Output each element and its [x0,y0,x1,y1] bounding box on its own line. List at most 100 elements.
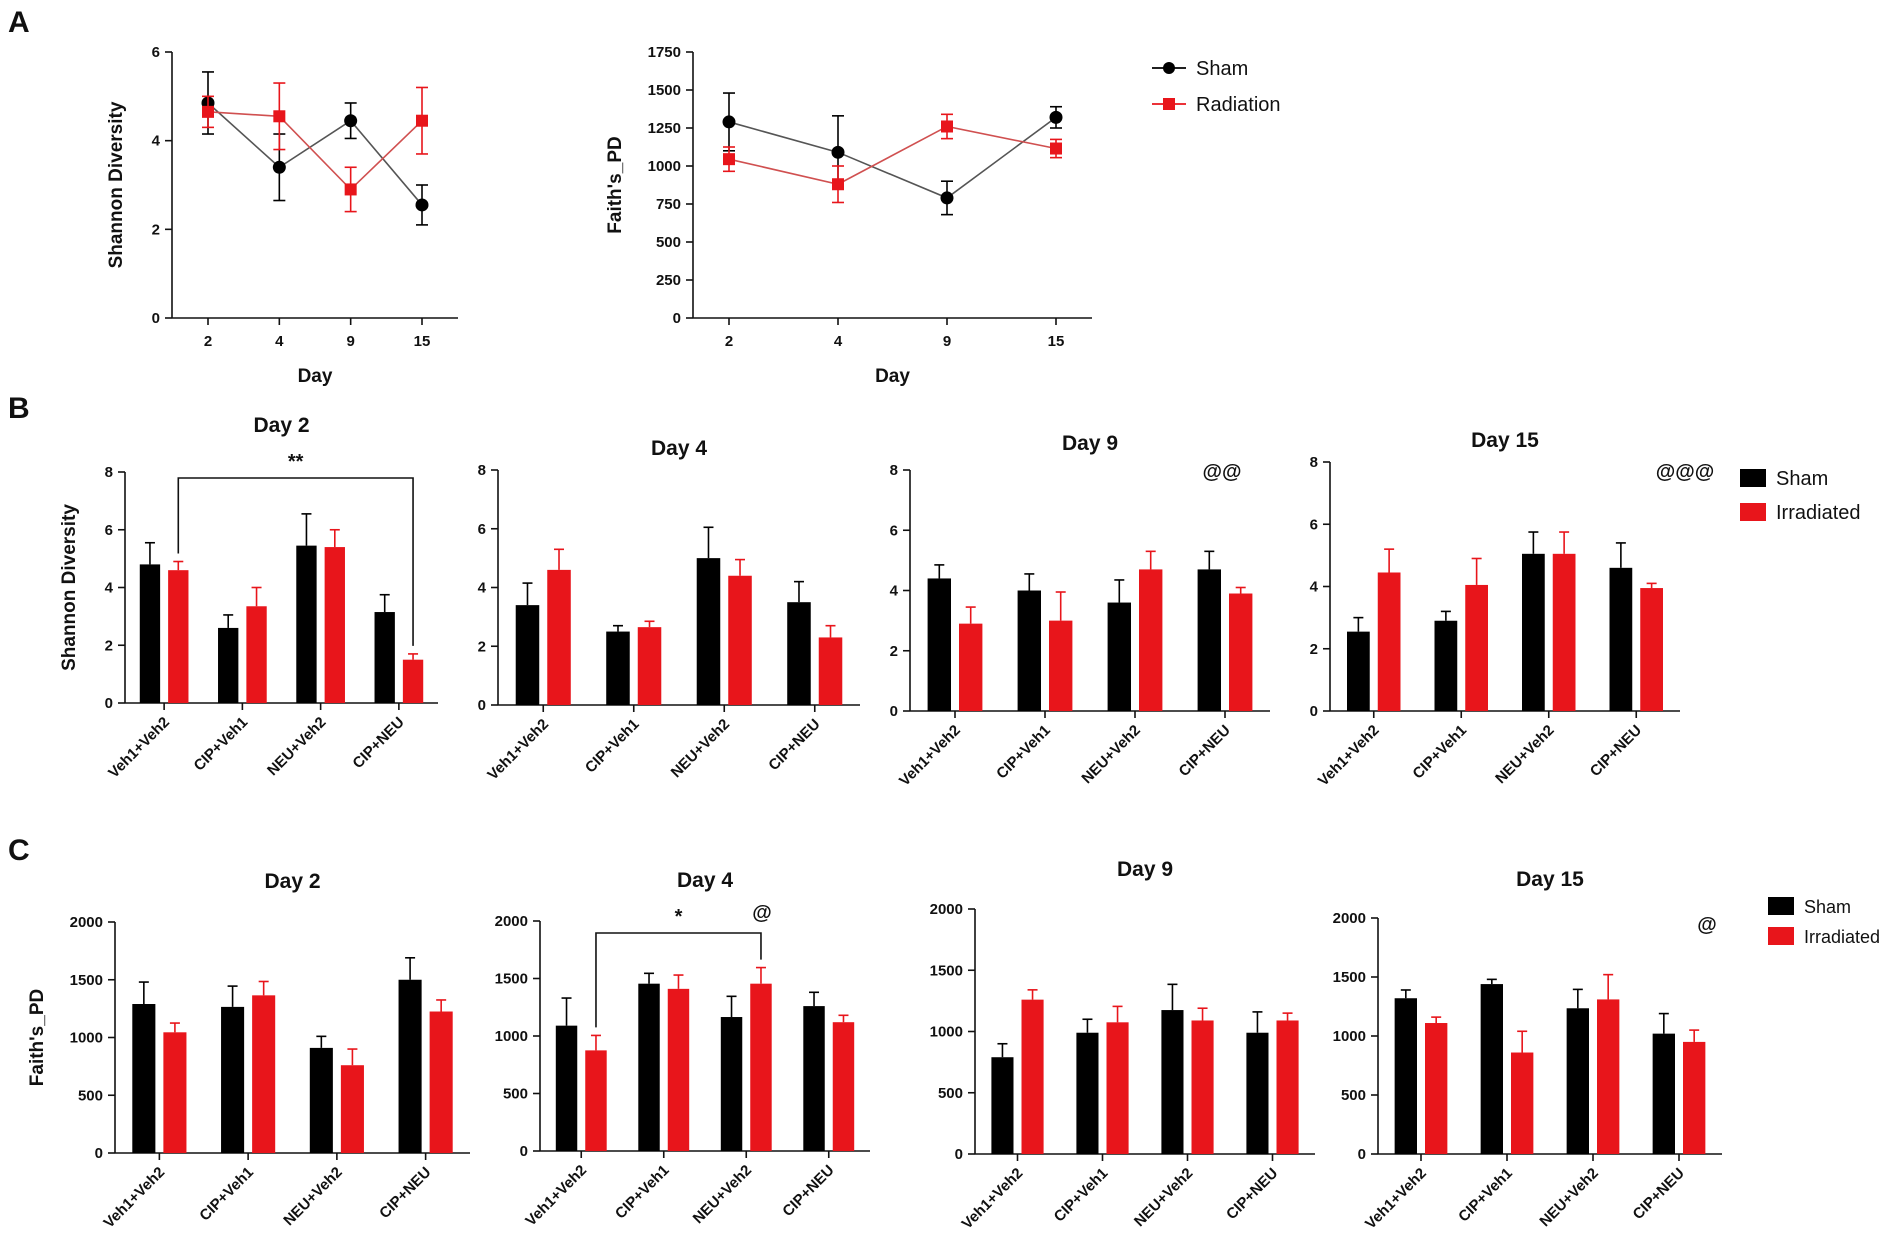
c1-bar-irradiated [252,995,276,1153]
c4-bar-sham [1480,984,1503,1154]
a2-y-axis-title: Faith's_PD [605,136,626,233]
a2-point-sham [940,191,954,205]
c3-x-tick-label: CIP+NEU [1223,1165,1281,1223]
b4-annotation: @@@ [1656,461,1715,483]
c3-y-tick-label: 1000 [930,1024,963,1041]
c2-bar-sham [638,983,660,1151]
c3-x-tick-label: Veh1+Veh2 [959,1165,1027,1233]
b3-y-tick-label: 4 [890,583,899,600]
c3-chart-title: Day 9 [1117,858,1173,881]
a1-point-sham [344,114,358,128]
c2-bar-irradiated [832,1022,855,1151]
charts-group: 0 2 4 6 Shannon Diversity 2 4 9 15 Day 0 250 500 750 1… [27,44,1880,1233]
c3-x-tick-label: NEU+Veh2 [1131,1165,1196,1230]
b2-bar-sham [787,602,811,705]
c2-significance-bracket [595,932,762,1028]
b3-annotation: @@ [1202,461,1241,483]
c2-x-tick-label: Veh1+Veh2 [522,1162,590,1230]
c4-y-tick-label: 1500 [1333,969,1366,986]
c4-annotation: @ [1697,914,1717,936]
c4-y-tick-label: 2000 [1333,910,1366,927]
a2-x-axis-title: Day [875,366,910,387]
a2-legend-label: Radiation [1196,94,1281,116]
b3-x-tick-label: CIP+Veh1 [993,722,1054,783]
b1-x-tick-label: CIP+Veh1 [191,714,252,775]
c1-x-tick-label: CIP+Veh1 [196,1164,257,1225]
b4-y-tick-label: 6 [1310,516,1318,533]
b1-chart-title: Day 2 [253,414,309,437]
c2-significance-label: * [675,906,683,928]
b4-bar-irradiated [1465,584,1488,711]
a1-point-radiation [416,114,428,127]
b4-y-tick-label: 8 [1310,454,1318,471]
b3-y-tick-label: 8 [890,462,898,479]
b4-y-tick-label: 4 [1310,579,1319,596]
b2-y-tick-label: 6 [478,521,486,538]
b2-y-tick-label: 0 [478,697,486,714]
a2-y-tick-label: 750 [656,196,681,213]
a2-point-sham [1049,110,1063,124]
b3-y-tick-label: 0 [890,703,898,720]
b2-y-tick-label: 4 [478,580,487,597]
c4-bar-irradiated [1597,999,1620,1154]
a1-y-tick-label: 6 [152,44,160,61]
a2-y-tick-label: 1000 [648,158,681,175]
panel-label-b: B [8,392,30,425]
a2-x-tick-label: 9 [943,333,951,350]
b3-bar-sham [927,578,951,711]
b3-bar-sham [1197,569,1221,711]
b2-bar-sham [606,631,630,705]
b2-x-tick-label: CIP+Veh1 [582,716,643,777]
c4-legend-label: Sham [1804,897,1851,917]
c3-y-tick-label: 0 [955,1146,963,1163]
b3-bar-irradiated [1049,620,1073,711]
c2-x-tick-label: CIP+Veh1 [612,1162,673,1223]
b1-bar-sham [139,564,161,703]
c4-bar-irradiated [1511,1052,1534,1154]
c1-bar-irradiated [340,1065,364,1153]
b4-legend-label: Sham [1776,468,1828,490]
c4-legend-label: Irradiated [1804,927,1880,947]
c1-bar-irradiated [163,1032,187,1153]
b2-bar-irradiated [728,575,752,705]
c4-chart-title: Day 15 [1516,868,1584,891]
c4-x-tick-label: CIP+Veh1 [1455,1165,1516,1226]
c4-y-tick-label: 0 [1358,1146,1366,1163]
b2-bar-sham [696,558,721,705]
c3-bar-irradiated [1276,1020,1299,1154]
a2-x-tick-label: 2 [725,333,733,350]
c4-legend-swatch [1768,897,1794,915]
a2-point-radiation [723,153,735,166]
c1-bar-sham [398,979,422,1153]
a2-legend-label: Sham [1196,58,1248,80]
a2-point-sham [722,115,736,129]
b1-y-tick-label: 2 [105,637,113,654]
b4-x-tick-label: Veh1+Veh2 [1315,722,1383,790]
b4-bar-sham [1347,631,1370,711]
b3-chart-title: Day 9 [1062,432,1118,455]
c2-bar-irradiated [667,988,690,1151]
c3-y-tick-label: 1500 [930,962,963,979]
c4-bar-sham [1566,1008,1589,1154]
b4-x-tick-label: CIP+NEU [1587,722,1645,780]
b4-bar-irradiated [1377,572,1401,711]
c2-x-tick-label: NEU+Veh2 [690,1162,755,1227]
b2-bar-irradiated [547,569,571,705]
a2-x-tick-label: 4 [834,333,843,350]
b3-bar-irradiated [959,623,983,711]
b1-y-tick-label: 6 [105,522,113,539]
a2-y-tick-label: 1750 [648,44,681,61]
a1-point-sham [415,198,429,212]
c3-bar-sham [1161,1010,1184,1154]
b4-bar-irradiated [1640,588,1663,711]
b4-legend-swatch [1740,469,1766,487]
b4-chart-title: Day 15 [1471,429,1539,452]
b1-significance-label: ** [288,451,304,473]
c2-y-tick-label: 1000 [495,1028,528,1045]
c1-y-tick-label: 500 [78,1087,103,1104]
b1-x-tick-label: Veh1+Veh2 [105,714,173,782]
b2-bar-irradiated [818,637,843,705]
c2-y-tick-label: 0 [520,1143,528,1160]
c1-x-tick-label: Veh1+Veh2 [100,1164,168,1232]
